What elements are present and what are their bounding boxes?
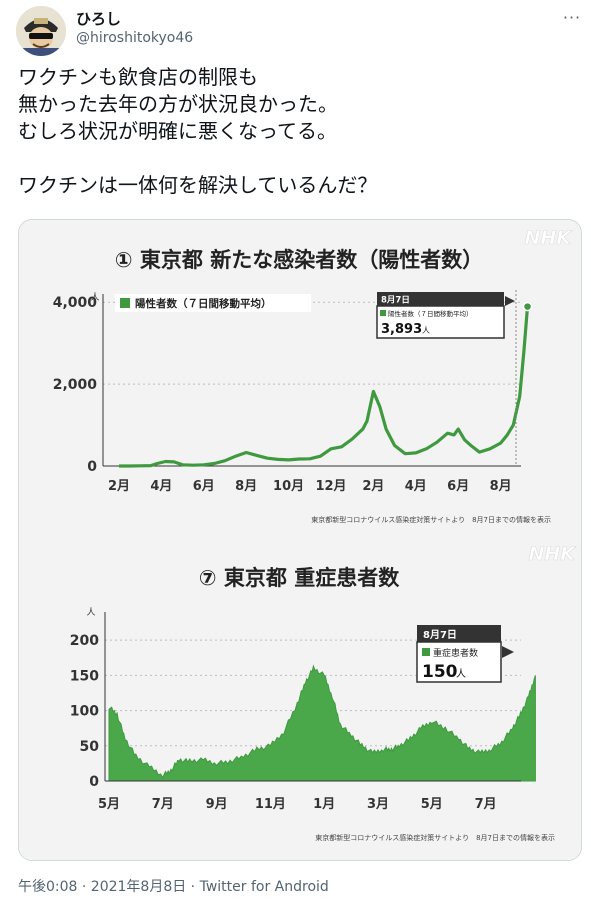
more-options-icon[interactable]: ··· xyxy=(562,8,582,27)
chart1-x-tick-label: 12月 xyxy=(315,479,346,494)
chart2-callout-unit: 人 xyxy=(456,668,466,680)
chart1-legend-swatch xyxy=(120,298,130,308)
chart2-callout-box xyxy=(416,641,502,683)
chart1-y-tick-label: 2,000 xyxy=(53,377,98,393)
chart1-legend-label: 陽性者数（７日間移動平均） xyxy=(135,297,272,310)
chart1-callout-box xyxy=(376,305,505,339)
chart1-x-tick-label: 4月 xyxy=(150,479,172,494)
chart1-x-tick-label: 6月 xyxy=(447,479,469,494)
chart1-callout-series: 陽性者数（７日間移動平均） xyxy=(388,309,473,318)
chart2-title: ⑦ 東京都 重症患者数 xyxy=(199,566,400,590)
infographic-charts: NHK NHK ① 東京都 新たな感染者数（陽性者数） 人 0 2,000 4,00… xyxy=(19,220,581,860)
tweet-text-line: むしろ状況が明確に悪くなってる。 xyxy=(18,119,337,143)
chart1-legend-box xyxy=(115,294,311,312)
chart1-x-tick-label: 6月 xyxy=(193,479,215,494)
chart2-x-tick-label: 11月 xyxy=(255,797,286,812)
chart2-x-tick-label: 7月 xyxy=(152,797,174,812)
chart2-callout-series: 重症患者数 xyxy=(433,647,478,659)
chart1-x-tick-label: 8月 xyxy=(235,479,257,494)
nhk-watermark-top: NHK xyxy=(524,227,572,249)
chart1-series-line xyxy=(119,306,530,468)
tweet-timestamp[interactable]: 午後0:08 · 2021年8月8日 xyxy=(18,879,187,895)
chart2-y-unit: 人 xyxy=(86,607,95,618)
chart2-x-tick-label: 3月 xyxy=(367,797,389,812)
chart2-callout-header xyxy=(417,625,501,642)
chart1-callout-header xyxy=(377,292,504,306)
chart1-x-ticks: 2月 4月 6月 8月 10月 12月 2月 4月 6月 8月 xyxy=(108,479,512,494)
chart1-callout-arrow xyxy=(505,296,515,306)
chart2-y-ticks: 0 50 100 150 200 xyxy=(70,633,99,790)
tweet-text-line: ワクチンは一体何を解決しているんだ？ xyxy=(18,173,378,197)
chart1-callout-date: 8月7日 xyxy=(381,296,410,306)
tweet-text-line xyxy=(18,145,578,172)
chart2-x-tick-label: 7月 xyxy=(475,797,497,812)
avatar[interactable] xyxy=(16,6,66,56)
chart1-x-tick-label: 2月 xyxy=(108,479,130,494)
chart1-callout-swatch xyxy=(380,310,386,316)
tweet-client-link[interactable]: Twitter for Android xyxy=(199,879,329,895)
avatar-illustration xyxy=(16,6,66,56)
chart2-source: 東京都新型コロナウイルス感染症対策サイトより 8月7日までの情報を表示 xyxy=(315,833,555,842)
chart1-x-tick-label: 2月 xyxy=(362,479,384,494)
tweet-text-line: 無かった去年の方が状況良かった。 xyxy=(18,92,338,116)
chart2-callout-swatch xyxy=(422,648,430,656)
chart2-y-tick-label: 50 xyxy=(80,739,100,755)
chart2-y-tick-label: 200 xyxy=(70,633,99,649)
chart2-y-tick-label: 0 xyxy=(89,774,99,790)
tweet-media-image[interactable]: NHK NHK ① 東京都 新たな感染者数（陽性者数） 人 0 2,000 4,00… xyxy=(18,219,582,861)
chart2-y-tick-label: 100 xyxy=(70,704,99,720)
chart2-x-tick-label: 5月 xyxy=(98,797,120,812)
chart2-callout-value: 150 xyxy=(422,662,458,682)
chart2-callout-arrow xyxy=(502,646,514,658)
chart1-y-ticks: 0 2,000 4,000 xyxy=(53,295,98,475)
chart1-last-point xyxy=(522,301,533,312)
chart2-callout-date: 8月7日 xyxy=(423,629,457,641)
chart1-callout-value: 3,893 xyxy=(381,322,422,337)
chart1-title: ① 東京都 新たな感染者数（陽性者数） xyxy=(115,248,483,272)
chart2-x-tick-label: 1月 xyxy=(313,797,335,812)
chart2-x-tick-label: 9月 xyxy=(206,797,228,812)
chart1-y-tick-label: 0 xyxy=(87,459,97,475)
chart1-y-tick-label: 4,000 xyxy=(53,295,98,311)
chart1-callout-unit: 人 xyxy=(422,326,430,335)
chart1-x-tick-label: 8月 xyxy=(490,479,512,494)
chart1-x-tick-label: 10月 xyxy=(273,479,304,494)
tweet-text: ワクチンも飲食店の制限も 無かった去年の方が状況良かった。 むしろ状況が明確に悪… xyxy=(18,64,578,199)
display-name[interactable]: ひろし xyxy=(76,10,122,28)
meta-separator: · xyxy=(186,879,200,895)
nhk-watermark-bottom: NHK xyxy=(528,543,576,565)
tweet-meta: 午後0:08 · 2021年8月8日 · Twitter for Android xyxy=(18,876,329,896)
chart2-x-ticks: 5月 7月 9月 11月 1月 3月 5月 7月 xyxy=(98,797,497,812)
chart1-source: 東京都新型コロナウイルス感染症対策サイトより 8月7日までの情報を表示 xyxy=(311,515,551,524)
user-handle[interactable]: @hiroshitokyo46 xyxy=(76,30,194,46)
tweet-text-line: ワクチンも飲食店の制限も xyxy=(18,65,258,89)
chart1-y-unit: 人 xyxy=(90,292,99,303)
chart2-x-tick-label: 5月 xyxy=(421,797,443,812)
chart1-x-tick-label: 4月 xyxy=(405,479,427,494)
chart2-y-tick-label: 150 xyxy=(70,668,99,684)
chart2-series-area xyxy=(108,664,536,782)
